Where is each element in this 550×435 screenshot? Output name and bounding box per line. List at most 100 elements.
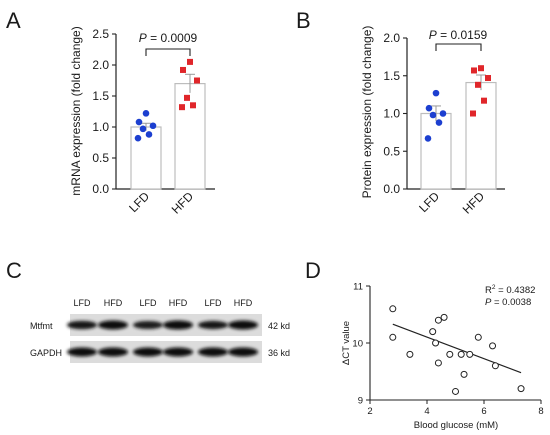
panel-d-point: [457, 350, 465, 358]
blot-band-mtfmt: [228, 320, 258, 330]
panel-b-point-lfd: [439, 110, 447, 117]
panel-a-ytick-label: 2.0: [92, 58, 109, 72]
blot-band-mtfmt: [98, 320, 128, 330]
panel-d-point: [389, 305, 397, 313]
panel-d-point: [466, 350, 474, 358]
blot-size-label-mtfmt: 42 kd: [268, 321, 290, 331]
panel-d-ytick-label: 11: [353, 282, 363, 293]
panel-b-point-hfd: [470, 110, 476, 117]
panel-d-xtick-label: 4: [424, 406, 429, 417]
panel-a-ytick-label: 1.0: [92, 120, 109, 134]
panel-d-point: [429, 328, 437, 336]
panel-b-ylabel: Protein expression (fold change): [360, 26, 374, 199]
blot-band-mtfmt: [67, 320, 97, 330]
panel-d-point: [452, 387, 459, 395]
panel-b-point-lfd: [424, 135, 432, 142]
panel-a-ytick-label: 0.0: [92, 182, 109, 196]
blot-band-mtfmt: [198, 320, 228, 330]
panel-d-ylabel: ΔCT value: [341, 321, 352, 365]
panel-b-ytick-label: 0.5: [383, 144, 400, 158]
panel-a-xtick-label: HFD: [169, 189, 197, 217]
panel-b-ytick-label: 2.0: [383, 31, 400, 45]
blot-band-gapdh: [67, 347, 97, 357]
panel-a-point-lfd: [145, 131, 153, 138]
blot-lane-label: LFD: [139, 298, 157, 308]
blot-lane-label: HFD: [104, 298, 123, 308]
blot-band-gapdh: [133, 347, 163, 357]
panel-a-point-lfd: [135, 118, 143, 126]
panel-d-point: [474, 333, 482, 341]
blot-row-label-mtfmt: Mtfmt: [30, 321, 53, 331]
panel-b-chart: Protein expression (fold change) 0.0 0.5 1…: [360, 26, 505, 217]
panel-a-point-lfd: [142, 110, 150, 117]
panel-letter-c: C: [6, 258, 22, 283]
panel-b-ytick-label: 1.0: [383, 107, 400, 121]
panel-d-pvalue: P = 0.0038: [485, 297, 531, 308]
panel-d-point: [434, 359, 442, 367]
panel-d-ytick-label: 9: [358, 396, 363, 407]
blot-lane-label: LFD: [204, 298, 222, 308]
panel-a-point-hfd: [184, 94, 190, 101]
blot-band-gapdh: [98, 347, 128, 357]
panel-a-ylabel: mRNA expression (fold change): [69, 26, 83, 195]
panel-a-point-lfd: [139, 125, 147, 133]
panel-d-point: [491, 362, 499, 370]
panel-b-point-hfd: [478, 65, 484, 72]
panel-a-point-hfd: [194, 77, 200, 84]
blot-band-mtfmt: [163, 320, 193, 330]
panel-b-point-hfd: [475, 81, 481, 88]
panel-d-xtick-label: 6: [481, 406, 486, 417]
blot-band-gapdh: [163, 347, 193, 357]
panel-d-point: [489, 342, 497, 350]
blot-band-gapdh: [228, 347, 258, 357]
panel-a-bar-lfd: [130, 126, 162, 190]
panel-d-xtick-label: 2: [367, 406, 372, 417]
panel-d-regression-line: [392, 323, 522, 374]
panel-d-point: [517, 385, 525, 393]
panel-b-point-lfd: [435, 119, 443, 126]
panel-b-ytick-label: 0.0: [383, 182, 400, 196]
blot-lane-label: HFD: [234, 298, 253, 308]
panel-b-pvalue: P = 0.0159: [429, 28, 488, 42]
panel-a-point-hfd: [180, 66, 186, 73]
panel-d-xlabel: Blood glucose (mM): [414, 420, 498, 431]
panel-a-ytick-label: 0.5: [92, 151, 109, 165]
panel-a-pvalue: P = 0.0009: [139, 31, 198, 45]
panel-d-point: [460, 370, 468, 378]
panel-d-point: [389, 333, 397, 341]
panel-letter-d: D: [305, 258, 321, 283]
panel-d-point: [434, 316, 442, 324]
panel-a-xtick-label: LFD: [126, 189, 152, 215]
panel-letter-b: B: [296, 8, 311, 33]
panel-b-point-lfd: [432, 89, 440, 97]
panel-a-significance-bracket: [145, 48, 191, 56]
panel-d-point: [440, 313, 448, 321]
panel-a-ytick-label: 2.5: [92, 27, 109, 41]
panel-b-significance-bracket: [435, 43, 482, 51]
panel-a-point-hfd: [179, 104, 185, 111]
panel-a-ytick-label: 1.5: [92, 89, 109, 103]
panel-b-xtick-label: LFD: [416, 189, 442, 215]
panel-a-point-lfd: [149, 122, 157, 130]
panel-d-r2: R2 = 0.4382: [485, 284, 535, 296]
panel-b-point-hfd: [481, 97, 487, 104]
panel-d-point: [406, 350, 414, 358]
panel-d-ytick-label: 10: [352, 339, 363, 350]
blot-size-label-gapdh: 36 kd: [268, 348, 290, 358]
blot-band-mtfmt: [133, 320, 163, 330]
panel-b-point-lfd: [425, 104, 433, 112]
panel-d-point: [446, 350, 454, 358]
panel-c-blot: LFD HFD LFD HFD LFD HFD Mtfmt GAPDH 42 kd 36 …: [30, 298, 290, 363]
panel-d-xtick-label: 8: [538, 406, 543, 417]
panel-a-point-lfd: [134, 134, 142, 142]
panel-b-point-hfd: [485, 75, 491, 82]
panel-d-point: [432, 339, 440, 347]
panel-a-point-hfd: [190, 102, 196, 109]
blot-row-label-gapdh: GAPDH: [30, 348, 62, 358]
panel-b-point-lfd: [429, 111, 437, 119]
panel-letter-a: A: [6, 8, 21, 33]
panel-b-bar-lfd: [420, 112, 452, 190]
panel-b-point-hfd: [471, 67, 477, 74]
